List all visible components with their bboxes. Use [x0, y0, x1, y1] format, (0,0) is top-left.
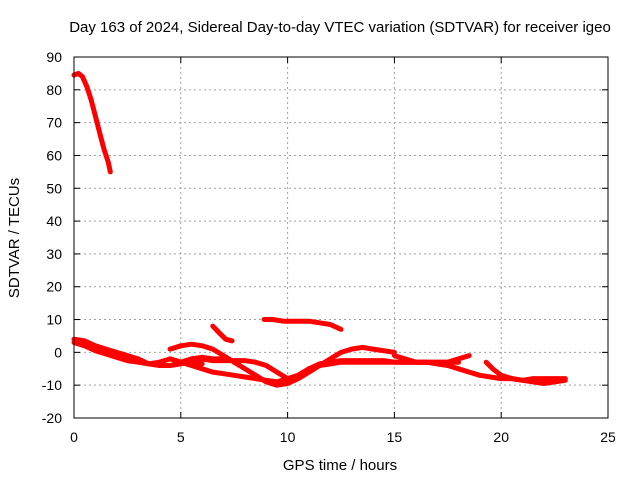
tick-layer: 0 5 10 15 20 25 -20 -10 0 10 20 30 40 50 60 70 80 90: [42, 49, 616, 445]
y-tick-label: 20: [46, 279, 62, 295]
series-arc-9: [295, 358, 483, 378]
grid-layer: [74, 57, 608, 418]
x-tick-label: 20: [493, 429, 509, 445]
series-arc-5: [167, 341, 397, 388]
series-arc-10: [391, 353, 472, 365]
plot-frame: [73, 56, 609, 419]
y-tick-label: 40: [46, 213, 62, 229]
x-tick-label: 0: [70, 429, 78, 445]
x-tick-label: 25: [600, 429, 616, 445]
series-arc-8: [261, 317, 344, 332]
y-tick-label: 0: [54, 344, 62, 360]
chart-title: Day 163 of 2024, Sidereal Day-to-day VTE…: [69, 19, 611, 36]
y-tick-label: 30: [46, 246, 62, 262]
y-tick-label: 50: [46, 180, 62, 196]
y-tick-label: 70: [46, 115, 62, 131]
y-tick-label: 90: [46, 49, 62, 65]
y-tick-label: 10: [46, 312, 62, 328]
x-tick-label: 10: [280, 429, 296, 445]
x-axis-label: GPS time / hours: [283, 457, 397, 474]
series-arc-12: [477, 372, 568, 386]
y-tick-label: -10: [42, 377, 62, 393]
x-tick-label: 5: [177, 429, 185, 445]
x-tick-label: 15: [387, 429, 403, 445]
y-tick-label: -20: [42, 410, 62, 426]
series-arc-1: [71, 70, 113, 175]
y-axis-label: SDTVAR / TECUs: [6, 178, 23, 298]
y-tick-label: 60: [46, 147, 62, 163]
series-layer: [71, 70, 568, 388]
y-tick-label: 80: [46, 82, 62, 98]
series-arc-7: [210, 323, 235, 344]
